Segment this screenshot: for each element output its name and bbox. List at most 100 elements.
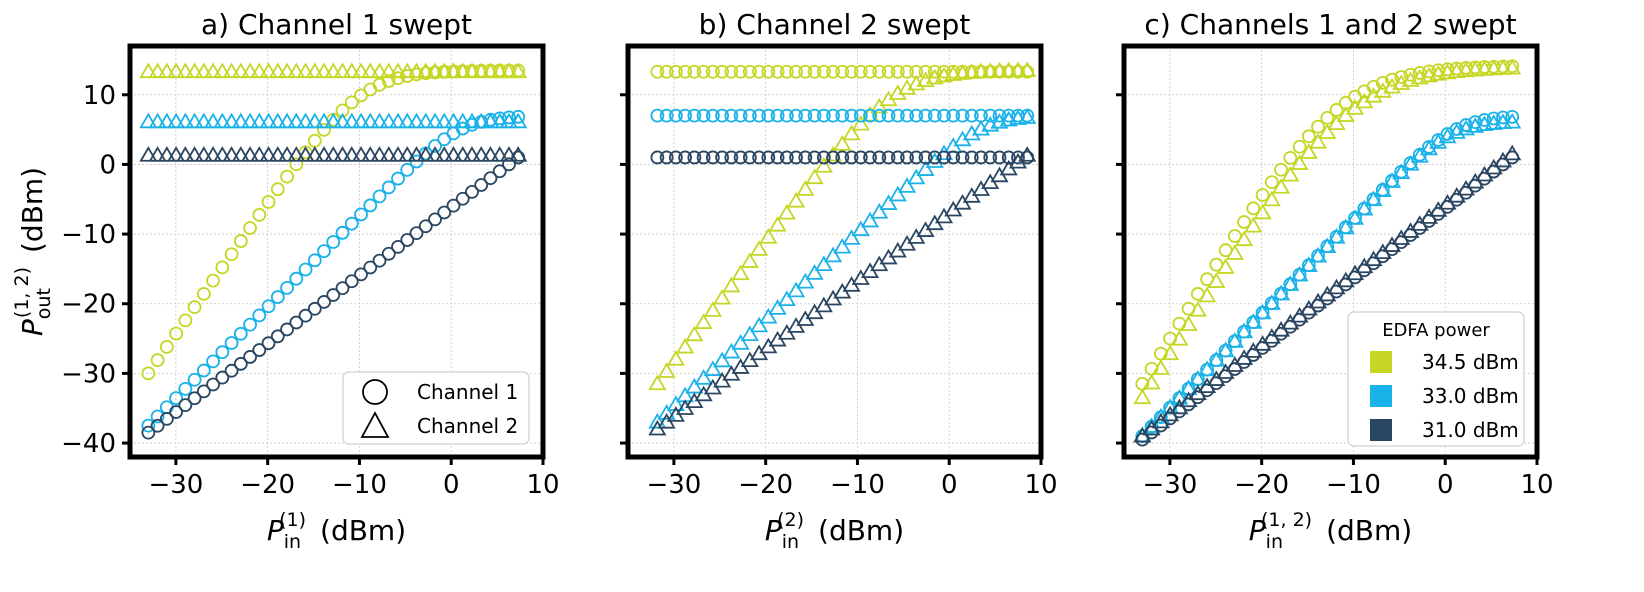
data-point xyxy=(139,112,158,129)
data-point xyxy=(418,219,433,234)
data-point xyxy=(796,180,815,196)
data-point xyxy=(139,62,158,79)
data-point xyxy=(490,62,509,79)
data-point xyxy=(888,84,907,100)
x-axis-label-subscript: in xyxy=(782,531,799,553)
data-point xyxy=(860,211,880,228)
legend-triangle-symbol xyxy=(360,411,390,438)
data-point xyxy=(1198,360,1217,377)
data-point xyxy=(650,150,665,165)
data-point xyxy=(1301,129,1316,144)
data-point xyxy=(176,146,195,162)
data-point xyxy=(835,108,850,123)
data-point xyxy=(705,64,720,79)
data-point xyxy=(1225,244,1244,260)
data-point xyxy=(900,64,914,79)
data-point xyxy=(400,233,415,247)
series-channel-2-345 xyxy=(1133,58,1522,405)
data-point xyxy=(983,150,998,165)
data-point xyxy=(1503,144,1522,161)
data-point xyxy=(435,112,454,129)
legend-box xyxy=(342,371,530,445)
data-point xyxy=(502,110,516,125)
data-point xyxy=(509,112,528,129)
data-point xyxy=(779,64,794,79)
data-point xyxy=(752,64,766,79)
data-point xyxy=(733,108,748,123)
data-point xyxy=(372,189,387,204)
data-point xyxy=(814,255,833,272)
data-point xyxy=(361,62,380,79)
data-point xyxy=(1311,119,1325,134)
data-point xyxy=(289,271,304,286)
data-point xyxy=(816,64,831,79)
data-point xyxy=(492,164,507,179)
data-point xyxy=(335,103,350,118)
y-axis-label: Pout(1, 2) (dBm) xyxy=(11,167,55,336)
data-point xyxy=(1385,72,1399,87)
data-point xyxy=(666,395,685,411)
data-point xyxy=(169,405,183,419)
data-point xyxy=(455,121,470,136)
data-point xyxy=(379,62,398,79)
data-point xyxy=(668,64,683,79)
x-axis-label: Pin(1, 2) (dBm) xyxy=(1249,509,1412,553)
data-point xyxy=(742,150,757,165)
data-point xyxy=(1308,132,1328,149)
data-point xyxy=(1281,165,1300,182)
panel-title: a) Channel 1 swept xyxy=(201,8,472,41)
plot-frame xyxy=(1121,43,1540,460)
data-point xyxy=(416,62,435,79)
data-point xyxy=(796,272,815,289)
data-point xyxy=(213,112,232,129)
legend-label: 33.0 dBm xyxy=(1422,384,1519,408)
data-point xyxy=(351,62,371,79)
data-layer xyxy=(648,61,1037,436)
data-point xyxy=(909,108,924,123)
data-point xyxy=(1373,181,1392,197)
x-axis-label-symbol: P xyxy=(267,514,284,547)
data-point xyxy=(1216,341,1235,358)
data-point xyxy=(150,409,165,424)
data-point xyxy=(167,146,186,162)
data-point xyxy=(351,112,371,129)
data-point xyxy=(428,212,442,227)
data-point xyxy=(280,280,294,295)
data-point xyxy=(918,150,933,165)
data-point xyxy=(363,260,378,275)
x-axis-label-subscript: in xyxy=(284,531,301,553)
data-point xyxy=(462,146,482,162)
data-point xyxy=(462,112,482,129)
data-point xyxy=(178,313,193,328)
data-point xyxy=(1018,146,1037,162)
data-point xyxy=(974,150,988,165)
data-point xyxy=(1011,150,1025,165)
data-point xyxy=(900,108,914,123)
y-tick-label: −20 xyxy=(61,290,116,320)
data-point xyxy=(446,126,461,141)
data-point xyxy=(1262,294,1281,310)
data-point xyxy=(833,237,852,254)
data-point xyxy=(1364,190,1383,207)
data-point xyxy=(204,146,223,162)
data-point xyxy=(715,64,729,79)
data-point xyxy=(233,356,248,371)
data-point xyxy=(798,64,813,79)
data-point xyxy=(659,64,674,79)
data-point xyxy=(844,64,859,79)
data-point xyxy=(398,62,417,79)
data-point xyxy=(657,362,676,378)
data-point xyxy=(694,369,713,385)
x-axis-label-superscript: (1, 2) xyxy=(1261,509,1312,531)
data-point xyxy=(1503,112,1522,129)
data-point xyxy=(897,177,917,193)
data-point xyxy=(779,150,794,165)
data-point xyxy=(733,64,748,79)
data-point xyxy=(703,301,722,317)
data-point xyxy=(342,62,361,79)
data-point xyxy=(964,150,979,165)
data-point xyxy=(379,112,398,129)
data-point xyxy=(900,150,914,165)
plot-frame xyxy=(625,43,1044,460)
data-point xyxy=(851,220,870,237)
